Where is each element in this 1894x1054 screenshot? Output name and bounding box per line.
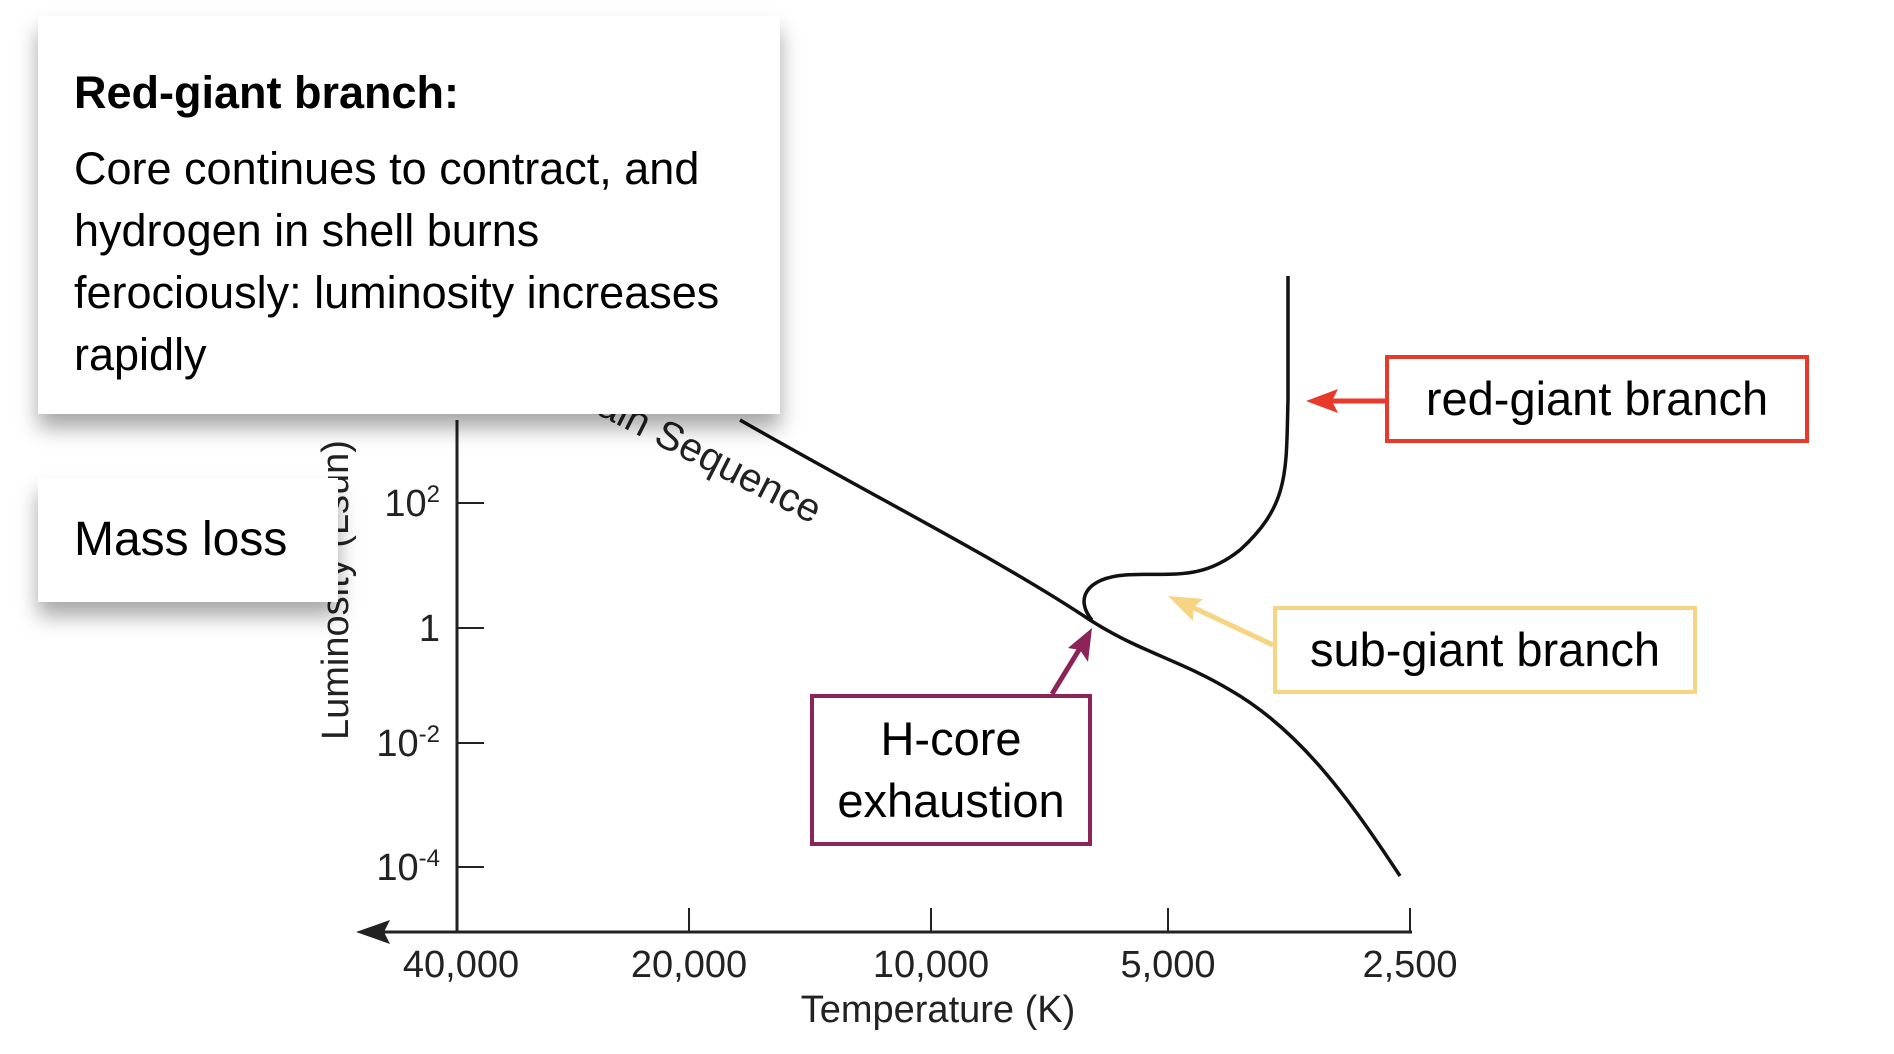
main-sequence-curve — [739, 418, 1402, 877]
x-axis-arrowhead — [356, 920, 390, 944]
x-tick-label-2500: 2,500 — [1362, 944, 1457, 986]
y-tick-label-1e2: 102 — [384, 481, 440, 525]
x-tick-label-10000: 10,000 — [873, 944, 989, 986]
info-title: Red-giant branch: — [74, 67, 460, 118]
mass-loss-callout: Mass loss — [38, 478, 338, 602]
h-core-exhaustion-label: H-core exhaustion — [810, 694, 1092, 846]
y-tick-label-1: 1 — [419, 608, 440, 650]
sub-giant-branch-label: sub-giant branch — [1273, 606, 1697, 694]
y-tick-label-1e-2: 10-2 — [376, 721, 440, 765]
sub-giant-arrow — [1168, 596, 1275, 648]
red-giant-branch-label: red-giant branch — [1385, 355, 1809, 443]
x-ticks — [688, 908, 1411, 932]
red-giant-arrow — [1306, 389, 1385, 413]
exhaustion-text: exhaustion — [837, 774, 1065, 827]
h-core-arrow — [1049, 628, 1092, 696]
x-tick-label-20000: 20,000 — [631, 944, 747, 986]
x-axis-title: Temperature (K) — [801, 989, 1076, 1031]
y-tick-label-1e-4: 10-4 — [376, 845, 440, 889]
x-tick-label-5000: 5,000 — [1120, 944, 1215, 986]
sub-giant-branch-text: sub-giant branch — [1309, 623, 1661, 676]
mass-loss-text: Mass loss — [74, 513, 288, 566]
y-ticks — [457, 502, 484, 868]
h-core-text: H-core — [880, 712, 1022, 765]
info-callout: Red-giant branch: Core continues to cont… — [38, 16, 780, 414]
red-giant-branch-text: red-giant branch — [1425, 372, 1769, 425]
info-body: Core continues to contract, and hydrogen… — [74, 143, 720, 380]
evolutionary-track — [1082, 276, 1290, 622]
x-tick-label-40000: 40,000 — [403, 944, 519, 986]
